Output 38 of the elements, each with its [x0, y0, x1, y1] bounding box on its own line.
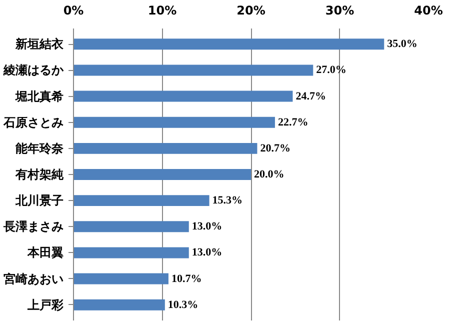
- y-tick-label: 石原さとみ: [2, 115, 64, 130]
- x-tick-label: 40%: [414, 4, 443, 18]
- y-tick-label: 能年玲奈: [16, 141, 64, 156]
- bar: [74, 90, 293, 102]
- data-label: 10.3%: [168, 298, 198, 311]
- x-tick-label: 0%: [63, 4, 84, 18]
- y-tick-label: 新垣結衣: [14, 37, 64, 52]
- x-tick-label: 20%: [236, 4, 266, 18]
- x-tick-label: 10%: [148, 4, 177, 18]
- y-tick-label: 長澤まさみ: [2, 220, 64, 234]
- data-label: 13.0%: [192, 220, 222, 233]
- y-tick-label: 堀北真希: [14, 89, 64, 104]
- data-label: 22.7%: [278, 116, 308, 128]
- data-label: 15.3%: [212, 194, 243, 207]
- data-label: 35.0%: [387, 38, 418, 50]
- y-tick-label: 北川景子: [14, 194, 64, 208]
- bar: [74, 221, 189, 232]
- bar: [74, 38, 384, 50]
- bar: [74, 299, 165, 310]
- data-label: 10.7%: [171, 272, 202, 285]
- bar: [74, 247, 189, 258]
- bar: [74, 169, 251, 180]
- y-tick-label: 宮崎あおい: [4, 272, 64, 286]
- y-tick-label: 本田翼: [26, 246, 64, 260]
- data-label: 24.7%: [296, 90, 326, 102]
- data-label: 13.0%: [192, 246, 222, 259]
- data-label: 20.0%: [254, 168, 284, 180]
- x-tick-label: 30%: [325, 4, 354, 18]
- bar: [74, 116, 275, 128]
- y-tick-label: 上戸彩: [26, 298, 64, 312]
- bar: [74, 273, 168, 284]
- bar: [74, 195, 210, 206]
- data-label: 20.7%: [260, 142, 290, 154]
- y-tick-label: 有村架純: [14, 168, 64, 182]
- data-label: 27.0%: [316, 64, 346, 76]
- bar: [74, 64, 314, 76]
- bar: [74, 142, 258, 154]
- y-tick-label: 綾瀬はるか: [2, 63, 64, 78]
